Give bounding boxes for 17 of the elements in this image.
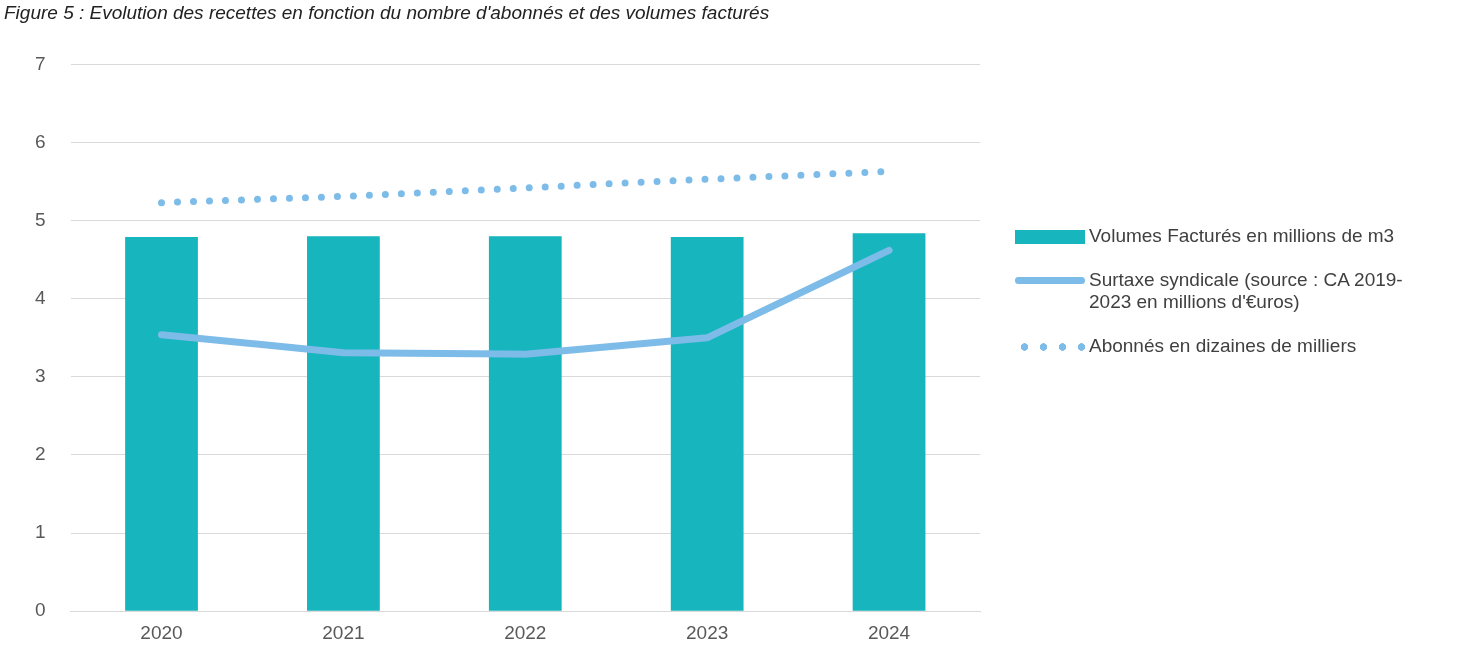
y-tick-label: 5: [34, 208, 46, 230]
y-tick-label: 7: [34, 52, 46, 74]
x-tick-label: 2023: [686, 621, 729, 643]
x-tick-label: 2020: [140, 621, 183, 643]
y-tick-label: 0: [34, 599, 46, 621]
y-tick-label: 6: [34, 130, 46, 152]
y-tick-label: 4: [34, 286, 46, 308]
x-tick-label: 2021: [322, 621, 365, 643]
x-tick-label: 2024: [867, 621, 911, 643]
chart-title: Figure 5 : Evolution des recettes en fonction du nombre d'abonnés et des volumes facturés: [4, 2, 770, 24]
legend-label: Surtaxe syndicale (source : CA 2019-2023 en millions d'€uros): [1089, 269, 1404, 313]
y-tick-label: 3: [34, 365, 46, 387]
y-tick-label: 2: [34, 443, 46, 465]
legend-label: Abonnés en dizaines de milliers: [1089, 335, 1357, 357]
legend-label: Volumes Facturés en millions de m3: [1089, 225, 1395, 247]
x-tick-label: 2022: [504, 621, 547, 643]
y-tick-label: 1: [34, 521, 46, 543]
